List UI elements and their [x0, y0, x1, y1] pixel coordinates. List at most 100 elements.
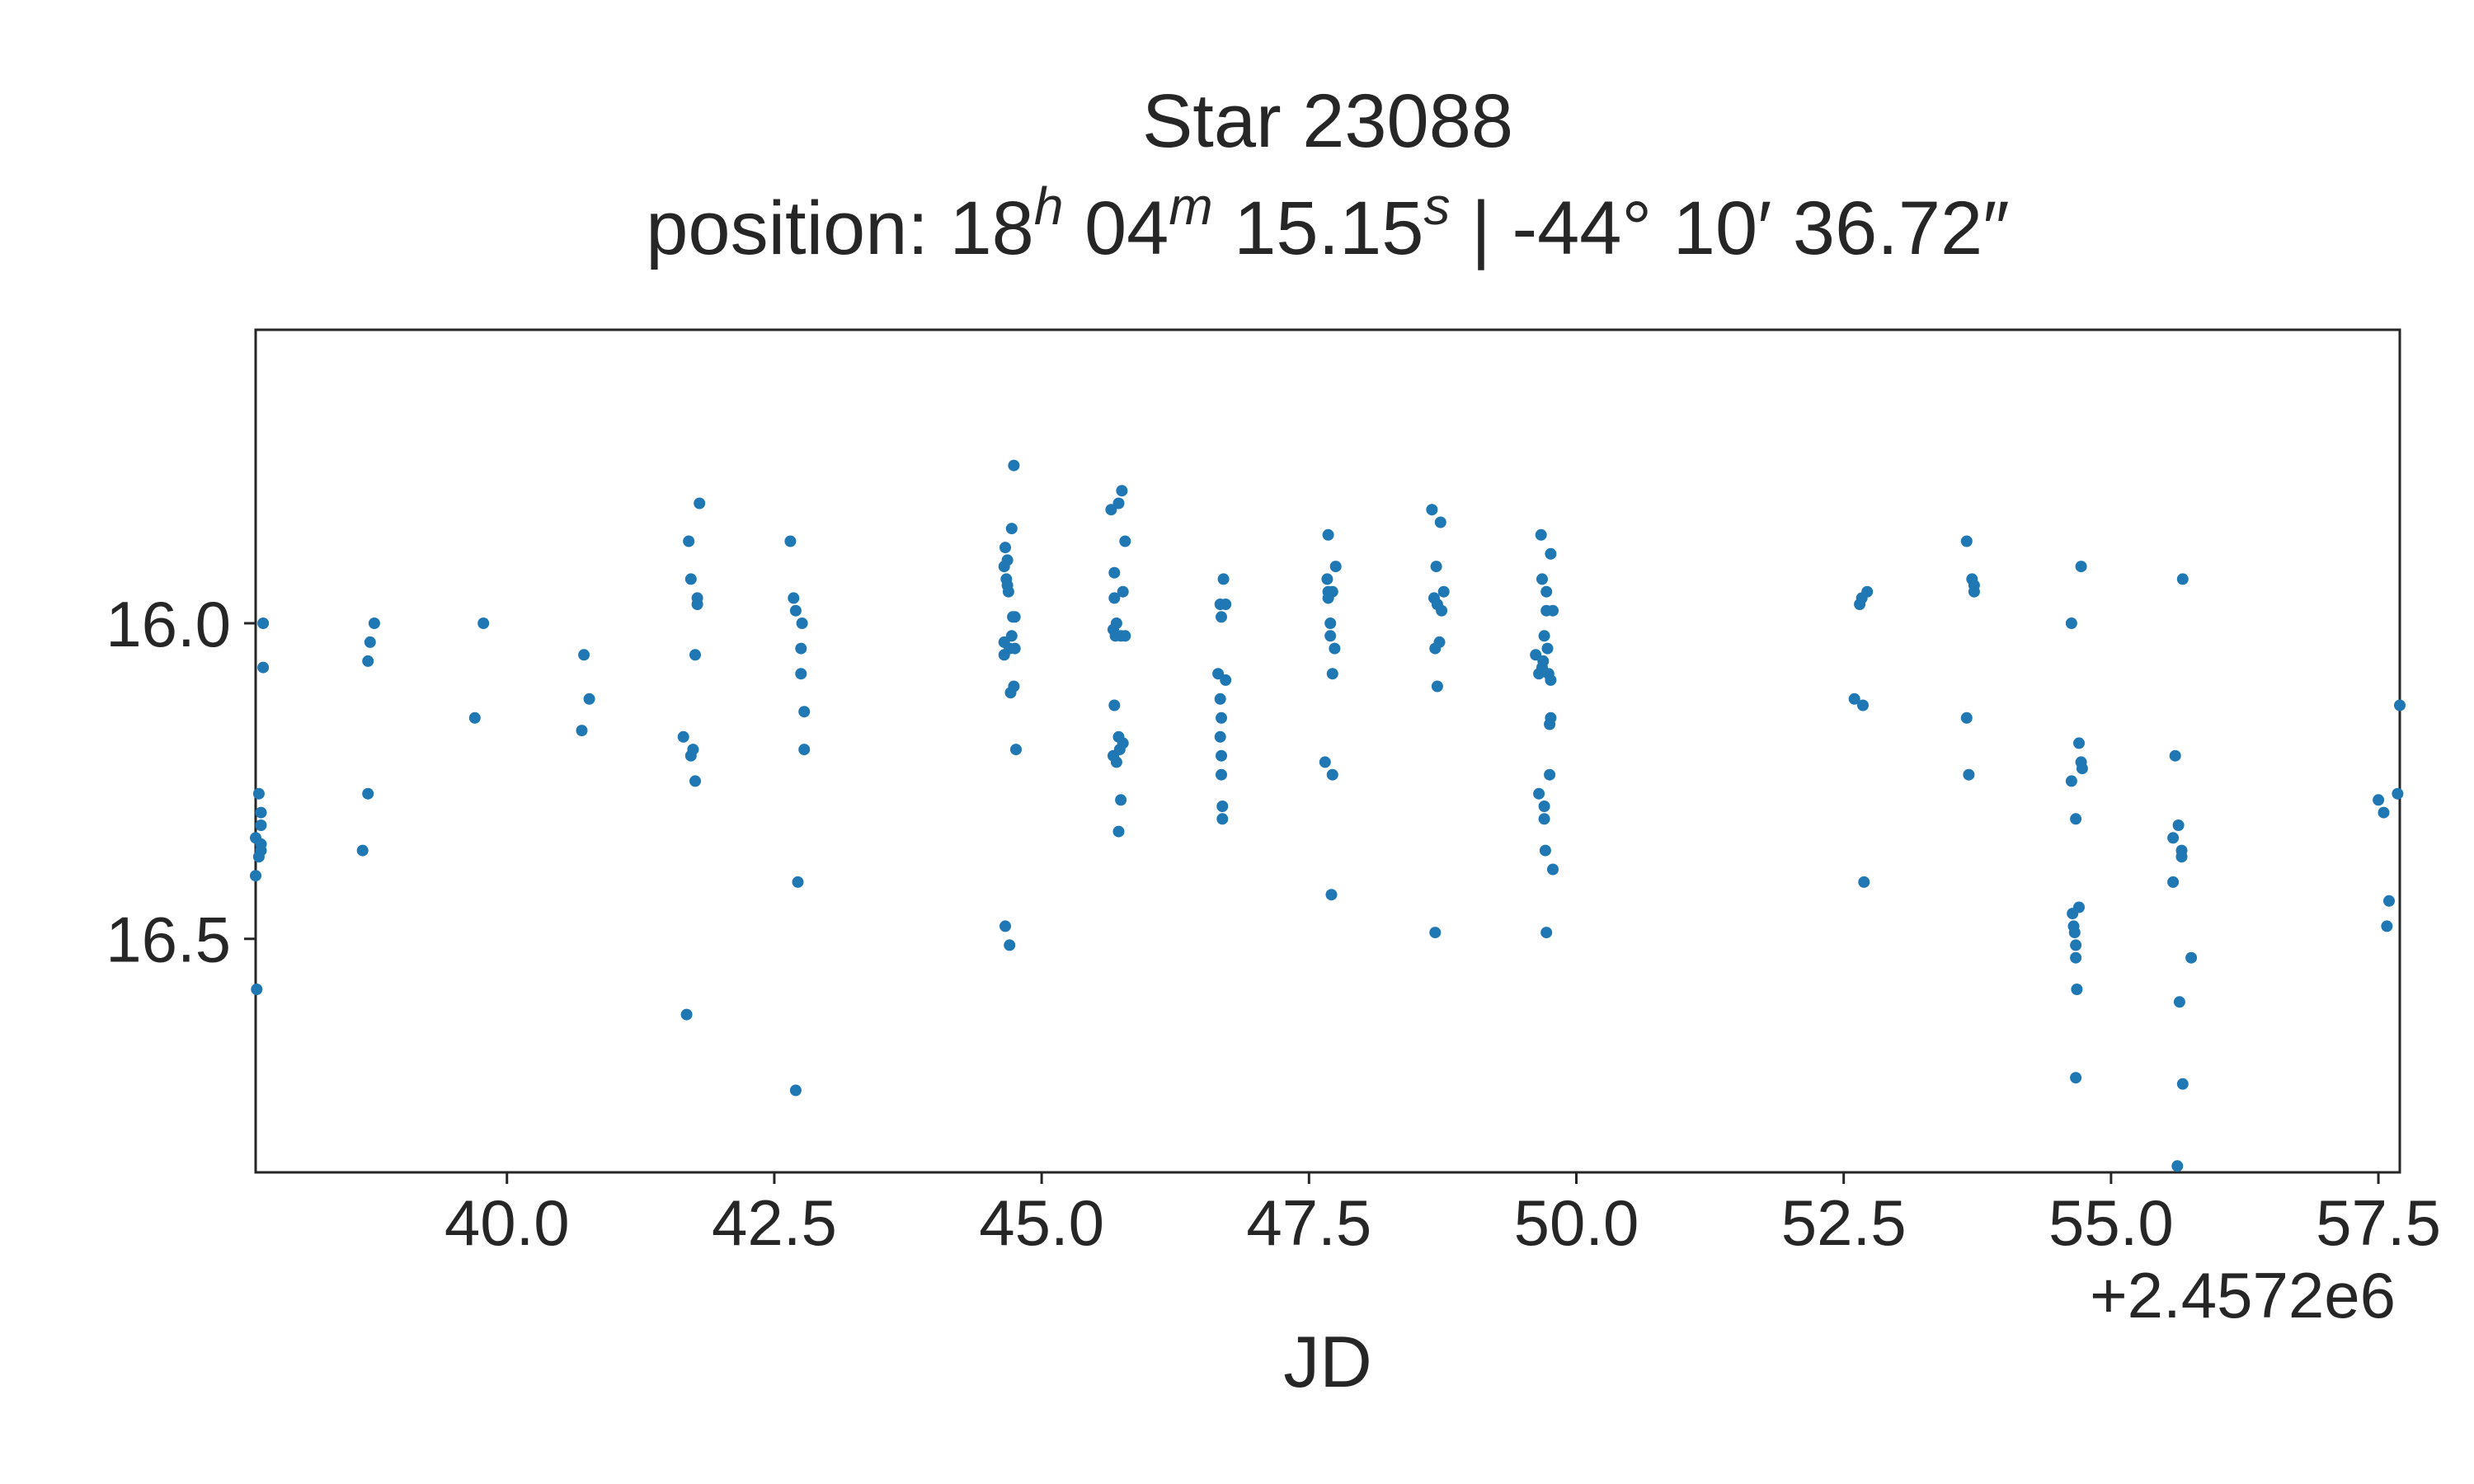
x-tick-label: 57.5	[2316, 1186, 2441, 1259]
data-point	[2177, 1078, 2189, 1090]
data-point	[689, 649, 701, 660]
data-point	[1008, 460, 1019, 472]
data-point	[793, 876, 804, 888]
data-point	[2177, 573, 2189, 585]
data-point	[1961, 712, 1973, 724]
seconds-superscript: s	[1423, 176, 1450, 236]
data-point	[1963, 769, 1974, 781]
position-seconds: 15.15	[1213, 186, 1424, 270]
data-point	[1537, 655, 1549, 667]
data-point	[1009, 611, 1021, 622]
data-point	[2066, 775, 2077, 787]
data-point	[2070, 1072, 2081, 1083]
data-point	[1002, 554, 1014, 566]
data-point	[469, 712, 481, 724]
data-point	[477, 618, 489, 629]
data-point	[1431, 561, 1442, 572]
data-point	[1006, 523, 1018, 534]
data-point	[1327, 769, 1338, 781]
data-point	[2383, 895, 2395, 907]
position-prefix: position: 18	[646, 186, 1034, 270]
x-tick-label: 40.0	[444, 1186, 570, 1259]
data-point	[1327, 668, 1338, 679]
data-point	[2394, 700, 2406, 711]
data-point	[576, 725, 588, 736]
data-point	[2381, 920, 2392, 932]
data-point	[1545, 548, 1556, 560]
data-point	[2378, 807, 2390, 819]
x-axis-label: JD	[1283, 1321, 1372, 1402]
data-point	[2073, 737, 2085, 749]
data-point	[2076, 561, 2087, 572]
data-point	[2174, 996, 2185, 1007]
data-point	[798, 706, 810, 717]
data-point	[1216, 769, 1227, 781]
x-tick-label: 45.0	[979, 1186, 1104, 1259]
data-point	[250, 870, 261, 881]
minutes-superscript: m	[1169, 176, 1212, 236]
data-point	[692, 592, 703, 603]
data-point	[798, 744, 810, 755]
data-point	[2167, 832, 2179, 843]
data-point	[578, 649, 590, 660]
data-point	[1539, 813, 1550, 824]
data-point	[1542, 643, 1554, 655]
data-point	[1111, 618, 1122, 629]
data-point	[1540, 845, 1551, 857]
y-tick-label: 16.5	[106, 904, 231, 976]
data-point	[1113, 498, 1125, 510]
data-point	[1545, 674, 1556, 686]
data-point	[1329, 643, 1340, 655]
data-point	[1115, 794, 1126, 805]
data-point	[683, 536, 694, 547]
data-point	[256, 819, 267, 831]
data-point	[797, 618, 808, 629]
data-point	[2170, 750, 2181, 762]
data-point	[1426, 504, 1437, 515]
data-point	[1330, 561, 1342, 572]
data-point	[1216, 813, 1228, 824]
data-points	[250, 460, 2406, 1172]
data-point	[1220, 599, 1231, 610]
data-point	[2070, 813, 2081, 824]
data-point	[1004, 939, 1015, 951]
data-point	[784, 536, 796, 547]
data-point	[1435, 517, 1446, 528]
data-point	[2071, 984, 2082, 995]
data-point	[1010, 744, 1022, 755]
data-point	[1432, 681, 1443, 693]
data-point	[2185, 952, 2197, 964]
data-point	[584, 693, 595, 705]
data-point	[1108, 567, 1120, 579]
data-point	[362, 788, 374, 800]
data-point	[1536, 573, 1548, 585]
data-point	[1108, 700, 1120, 711]
data-point	[2070, 939, 2081, 951]
data-point	[1536, 529, 1547, 541]
data-point	[1113, 826, 1125, 838]
data-point	[788, 592, 799, 603]
data-point	[1539, 801, 1550, 812]
data-point	[1319, 756, 1331, 768]
data-point	[2176, 851, 2188, 862]
data-point	[1008, 681, 1019, 693]
data-point	[253, 788, 265, 800]
data-point	[1327, 586, 1338, 598]
data-point	[2392, 788, 2403, 800]
x-axis-offset-label: +2.4572e6	[2090, 1259, 2396, 1331]
data-point	[1436, 605, 1447, 617]
data-point	[1218, 573, 1230, 585]
data-point	[1429, 927, 1441, 938]
data-point	[369, 618, 380, 629]
data-point	[1324, 618, 1336, 629]
data-point	[1119, 630, 1131, 641]
data-point	[1220, 674, 1231, 686]
data-point	[1438, 586, 1450, 598]
data-point	[1009, 643, 1021, 655]
x-tick-label: 52.5	[1781, 1186, 1907, 1259]
data-point	[678, 731, 689, 743]
data-point	[1544, 769, 1555, 781]
data-point	[1216, 801, 1228, 812]
data-point	[1547, 605, 1559, 617]
x-tick-label: 47.5	[1246, 1186, 1371, 1259]
